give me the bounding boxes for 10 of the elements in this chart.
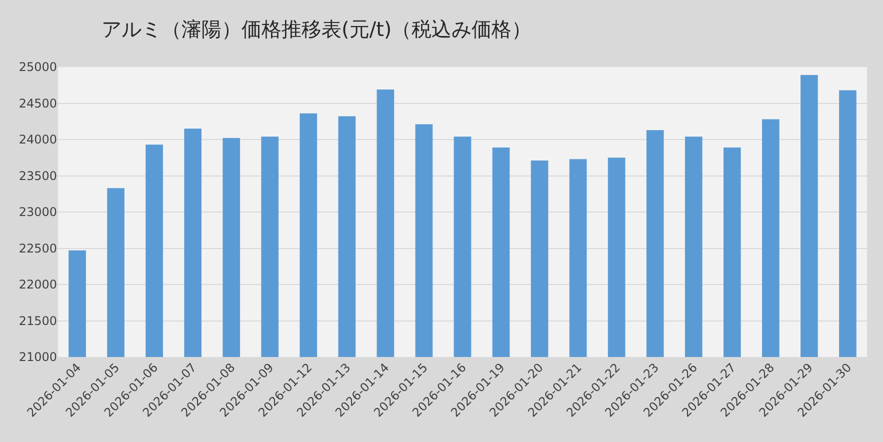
y-tick-label: 23000 — [18, 205, 57, 220]
y-tick-label: 24000 — [18, 132, 57, 147]
y-tick-label: 21500 — [18, 314, 57, 328]
y-tick-label: 25000 — [18, 60, 57, 74]
y-tick-label: 22500 — [18, 241, 57, 256]
y-tick-label: 21000 — [18, 350, 57, 364]
y-tick-label: 24500 — [18, 96, 57, 110]
chart-title: アルミ（瀋陽）価格推移表(元/t)（税込み価格） — [102, 17, 532, 42]
y-tick-label: 22000 — [18, 278, 57, 292]
y-tick-label: 23500 — [18, 168, 57, 183]
